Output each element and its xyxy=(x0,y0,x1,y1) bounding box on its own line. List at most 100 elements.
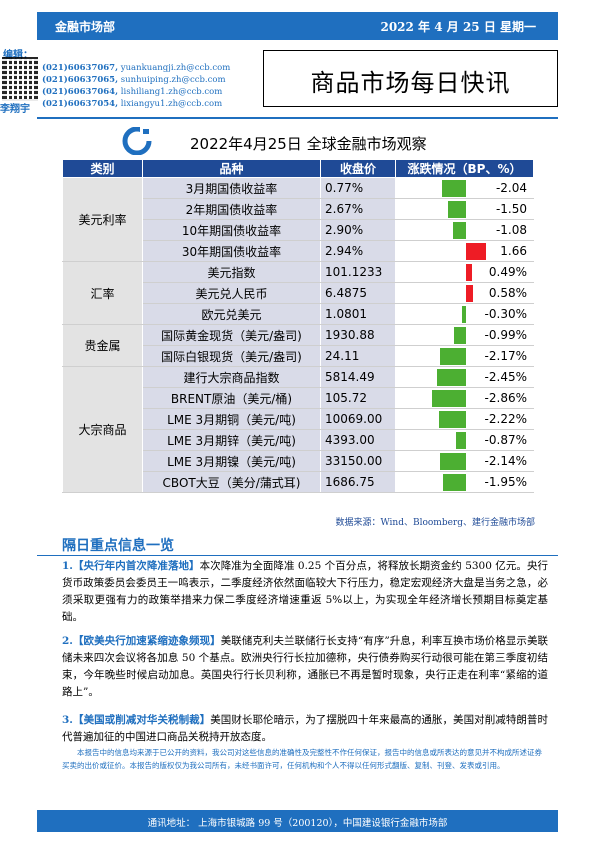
disclaimer: 本报告中的信息均来源于已公开的资料，我公司对这些信息的准确性及完整性不作任何保证… xyxy=(62,748,542,770)
change-bar-cell xyxy=(395,471,468,493)
change-bar-cell xyxy=(395,303,468,325)
footer-address: 通讯地址： 上海市银城路 99 号（200120），中国建设银行金融市场部 xyxy=(147,818,448,829)
table-row: 汇率 美元指数 101.1233 0.49% xyxy=(62,261,534,325)
close-cell: 33150.00 xyxy=(320,450,396,472)
item-cell: LME 3月期锌（美元/吨) xyxy=(142,429,321,451)
close-cell: 1.0801 xyxy=(320,303,396,325)
change-bar-cell xyxy=(395,240,486,262)
report-subtitle: 2022年4月25日 全球金融市场观察 xyxy=(190,135,427,153)
close-cell: 4393.00 xyxy=(320,429,396,451)
change-bar xyxy=(439,411,466,428)
item-cell: LME 3月期镍（美元/吨) xyxy=(142,450,321,472)
report-date: 2022 年 4 月 25 日 星期一 xyxy=(380,20,536,34)
email-link[interactable]: yuankuangji.zh@ccb.com xyxy=(120,63,231,73)
item-cell: 3月期国债收益率 xyxy=(142,177,321,199)
change-bar xyxy=(466,264,472,281)
table-row: 贵金属 国际黄金现货（美元/盎司) 1930.88 -0.99% xyxy=(62,324,534,367)
category-cell: 大宗商品 xyxy=(62,366,143,493)
item-cell: 10年期国债收益率 xyxy=(142,219,321,241)
change-bar-cell xyxy=(395,429,468,451)
dept-name: 金融市场部 xyxy=(55,20,116,34)
ccb-logo-icon xyxy=(122,127,152,155)
item-cell: 国际黄金现货（美元/盎司) xyxy=(142,324,321,346)
footer-bar: 通讯地址： 上海市银城路 99 号（200120），中国建设银行金融市场部 xyxy=(37,810,558,832)
change-value-cell: -2.04 xyxy=(467,177,534,199)
col-header-item: 品种 xyxy=(142,159,321,178)
item-cell: CBOT大豆（美分/蒲式耳) xyxy=(142,471,321,493)
change-bar-cell xyxy=(395,366,468,388)
market-table: 类别 品种 收盘价 涨跌情况（BP、%） 美元利率 3月期国债收益率 0.77% -2… xyxy=(62,159,534,493)
col-header-category: 类别 xyxy=(62,159,143,178)
change-bar-cell xyxy=(395,282,473,304)
close-cell: 1686.75 xyxy=(320,471,396,493)
close-cell: 0.77% xyxy=(320,177,396,199)
table-row: 美元利率 3月期国债收益率 0.77% -2.04 xyxy=(62,177,534,262)
news-headline: 1.【央行年内首次降准落地】 xyxy=(62,560,200,572)
item-cell: BRENT原油（美元/桶) xyxy=(142,387,321,409)
change-value-cell: -0.99% xyxy=(467,324,534,346)
change-bar-cell xyxy=(395,408,468,430)
change-bar-cell xyxy=(395,198,468,220)
editor-contacts: 编辑： (021)60637067, yuankuangji.zh@ccb.co… xyxy=(0,46,240,115)
close-cell: 2.90% xyxy=(320,219,396,241)
item-cell: 美元兑人民币 xyxy=(142,282,321,304)
change-bar xyxy=(448,201,466,218)
change-bar xyxy=(439,348,466,365)
email-link[interactable]: sunhuiping.zh@ccb.com xyxy=(120,75,226,85)
close-cell: 6.4875 xyxy=(320,282,396,304)
col-header-close: 收盘价 xyxy=(320,159,396,178)
table-row: 10年期国债收益率 2.90% -1.08 xyxy=(63,219,534,241)
change-bar-cell xyxy=(395,345,468,367)
news-item: 3.【美国或削减对华关税制裁】美国财长耶伦暗示，为了摆脱四十年来最高的通胀，美国… xyxy=(62,712,548,746)
table-row: LME 3月期镍（美元/吨) 33150.00 -2.14% xyxy=(63,450,534,472)
change-value-cell: -1.08 xyxy=(467,219,534,241)
editors-label: 编辑： xyxy=(3,50,33,61)
change-value-cell: -2.22% xyxy=(467,408,534,430)
news-item: 1.【央行年内首次降准落地】本次降准为全面降准 0.25 个百分点，将释放长期资… xyxy=(62,558,548,626)
title-box: 商品市场每日快讯 xyxy=(263,50,558,107)
change-bar xyxy=(454,327,466,344)
item-cell: 欧元兑美元 xyxy=(142,303,321,325)
item-cell: 建行大宗商品指数 xyxy=(142,366,321,388)
table-row: BRENT原油（美元/桶) 105.72 -2.86% xyxy=(63,387,534,409)
change-bar xyxy=(453,222,466,239)
change-value-cell: -2.86% xyxy=(467,387,534,409)
news-item: 2.【欧美央行加速紧缩迹象频现】美联储克利夫兰联储行长支持“有序”升息，利率互换… xyxy=(62,633,548,701)
change-bar-cell xyxy=(395,261,472,283)
change-value-cell: 0.58% xyxy=(467,282,534,304)
change-bar xyxy=(455,432,466,449)
close-cell: 5814.49 xyxy=(320,366,396,388)
table-row: 美元兑人民币 6.4875 0.58% xyxy=(63,282,534,304)
col-header-change: 涨跌情况（BP、%） xyxy=(395,159,534,178)
change-bar xyxy=(431,390,466,407)
change-value-cell: -0.30% xyxy=(467,303,534,325)
contact-line: (021)60637064, lishiliang1.zh@ccb.com xyxy=(42,87,223,97)
section-divider xyxy=(37,555,558,556)
change-bar-cell xyxy=(395,387,468,409)
news-headline: 2.【欧美央行加速紧缩迹象频现】 xyxy=(62,635,221,647)
contact-line: (021)60637067, yuankuangji.zh@ccb.com xyxy=(42,63,231,73)
change-bar xyxy=(466,285,473,302)
change-bar xyxy=(462,306,466,323)
change-value-cell: 0.49% xyxy=(467,261,534,283)
section-title: 隔日重点信息一览 xyxy=(62,538,174,554)
item-cell: 国际白银现货（美元/盎司) xyxy=(142,345,321,367)
contact-line: (021)60637065, sunhuiping.zh@ccb.com xyxy=(42,75,226,85)
item-cell: 美元指数 xyxy=(142,261,321,283)
email-link[interactable]: lixiangyu1.zh@ccb.com xyxy=(120,99,223,109)
close-cell: 2.67% xyxy=(320,198,396,220)
close-cell: 101.1233 xyxy=(320,261,396,283)
change-bar xyxy=(442,474,466,491)
table-row: LME 3月期铜（美元/吨) 10069.00 -2.22% xyxy=(63,408,534,430)
email-link[interactable]: lishiliang1.zh@ccb.com xyxy=(120,87,223,97)
change-bar-cell xyxy=(395,324,468,346)
news-body: 美联储克利夫兰联储行长支持“有序”升息，利率互换市场价格显示美联储未来四次会议将… xyxy=(62,635,548,698)
change-bar-cell xyxy=(395,219,468,241)
close-cell: 24.11 xyxy=(320,345,396,367)
change-bar-cell xyxy=(395,177,468,199)
table-row: 大宗商品 建行大宗商品指数 5814.49 -2.45% xyxy=(62,366,534,493)
item-cell: 30年期国债收益率 xyxy=(142,240,321,262)
data-source: 数据来源：Wind、Bloomberg、建行金融市场部 xyxy=(335,518,535,528)
change-value-cell: -2.14% xyxy=(467,450,534,472)
contact-line: (021)60637054, lixiangyu1.zh@ccb.com xyxy=(42,99,223,109)
